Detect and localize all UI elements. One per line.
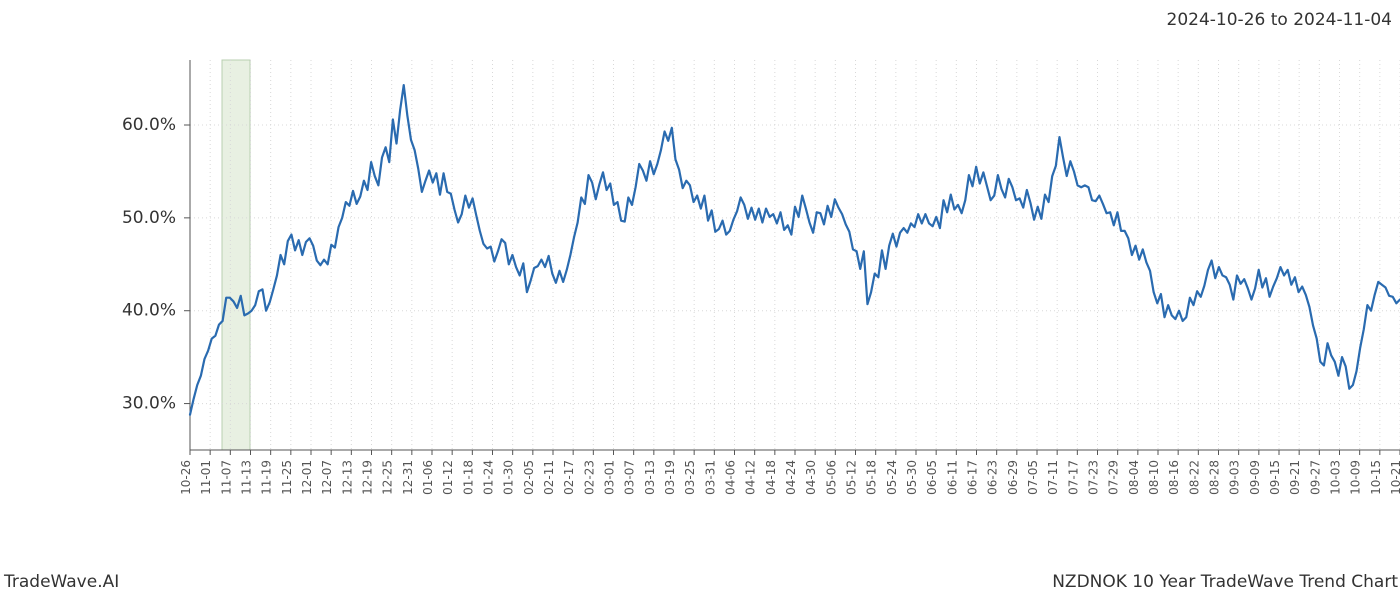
x-tick-label: 02-17 [562,460,576,495]
x-tick-label: 09-21 [1288,460,1302,495]
x-tick-label: 01-18 [461,460,475,495]
x-tick-label: 09-27 [1308,460,1322,495]
x-tick-label: 11-01 [199,460,213,495]
y-tick-label: 40.0% [122,301,176,321]
x-tick-label: 01-24 [482,460,496,495]
x-tick-label: 12-19 [361,460,375,495]
x-tick-label: 09-03 [1228,460,1242,495]
x-tick-label: 06-17 [966,460,980,495]
trend-line [190,85,1400,415]
x-tick-label: 09-15 [1268,460,1282,495]
x-tick-label: 06-11 [945,460,959,495]
x-tick-label: 01-12 [441,460,455,495]
date-range-label: 2024-10-26 to 2024-11-04 [1167,10,1392,30]
chart-title: NZDNOK 10 Year TradeWave Trend Chart [1052,572,1398,592]
x-tick-label: 08-28 [1208,460,1222,495]
x-tick-label: 10-26 [179,460,193,495]
y-tick-label: 60.0% [122,115,176,135]
x-tick-label: 12-01 [300,460,314,495]
x-tick-label: 09-09 [1248,460,1262,495]
x-tick-label: 12-13 [340,460,354,495]
x-tick-label: 03-19 [663,460,677,495]
x-tick-label: 04-18 [764,460,778,495]
x-tick-label: 05-18 [865,460,879,495]
x-tick-label: 10-03 [1329,460,1343,495]
x-tick-label: 03-13 [643,460,657,495]
x-tick-label: 03-31 [703,460,717,495]
x-tick-label: 11-13 [240,460,254,495]
x-tick-label: 12-25 [381,460,395,495]
x-tick-label: 03-01 [603,460,617,495]
x-tick-label: 10-09 [1349,460,1363,495]
x-tick-label: 01-06 [421,460,435,495]
x-tick-label: 02-23 [582,460,596,495]
y-tick-label: 50.0% [122,208,176,228]
x-tick-label: 11-07 [219,460,233,495]
x-tick-label: 08-10 [1147,460,1161,495]
x-tick-label: 07-23 [1087,460,1101,495]
x-tick-label: 11-25 [280,460,294,495]
x-tick-label: 07-17 [1066,460,1080,495]
x-tick-label: 04-24 [784,460,798,495]
x-tick-label: 06-05 [925,460,939,495]
x-tick-label: 07-11 [1046,460,1060,495]
x-tick-label: 06-29 [1006,460,1020,495]
x-tick-label: 08-04 [1127,460,1141,495]
x-tick-label: 05-06 [824,460,838,495]
y-tick-label: 30.0% [122,394,176,414]
x-tick-label: 08-16 [1167,460,1181,495]
x-tick-label: 07-05 [1026,460,1040,495]
x-tick-label: 10-21 [1389,460,1400,495]
x-tick-label: 03-07 [623,460,637,495]
x-tick-label: 01-30 [502,460,516,495]
x-tick-label: 03-25 [683,460,697,495]
x-tick-label: 04-06 [724,460,738,495]
x-tick-label: 04-12 [744,460,758,495]
x-tick-label: 05-24 [885,460,899,495]
x-tick-label: 12-31 [401,460,415,495]
x-tick-label: 05-12 [845,460,859,495]
x-tick-label: 02-11 [542,460,556,495]
x-tick-label: 08-22 [1187,460,1201,495]
x-tick-label: 12-07 [320,460,334,495]
x-tick-label: 10-15 [1369,460,1383,495]
x-tick-label: 07-29 [1107,460,1121,495]
x-tick-label: 05-30 [905,460,919,495]
x-tick-label: 06-23 [986,460,1000,495]
x-tick-label: 02-05 [522,460,536,495]
x-tick-label: 11-19 [260,460,274,495]
trend-chart: 30.0% 40.0% 50.0% 60.0% 10-26 11-01 11-07 11-13… [0,40,1400,560]
x-tick-label: 04-30 [804,460,818,495]
brand-label: TradeWave.AI [4,572,119,592]
